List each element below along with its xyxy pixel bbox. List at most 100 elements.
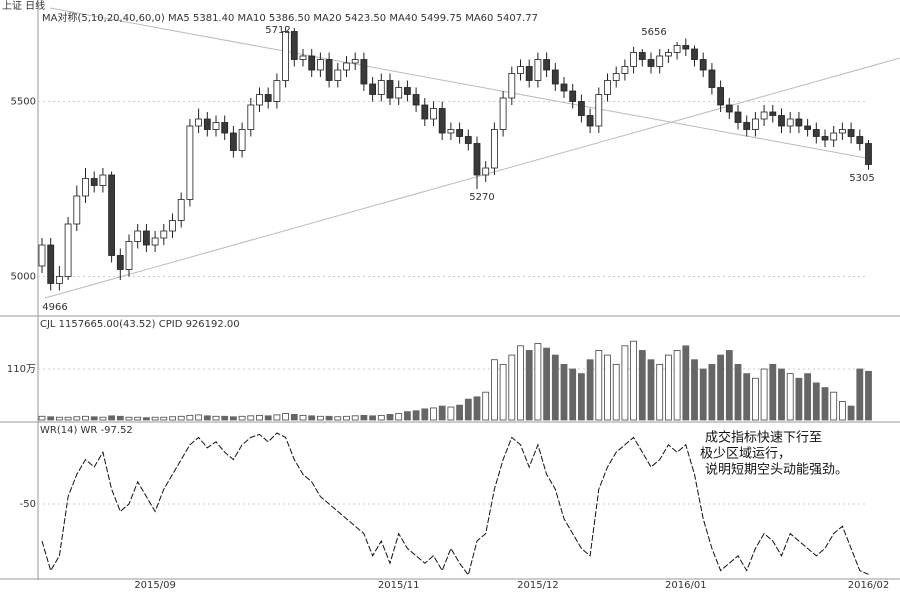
candle-body: [290, 31, 298, 60]
volume-bar: [586, 359, 594, 421]
candle-body: [682, 45, 690, 50]
volume-header: CJL 1157665.00(43.52) CPID 926192.00: [40, 319, 240, 330]
volume-bar: [665, 354, 672, 421]
volume-bar: [630, 340, 637, 421]
volume-bar: [316, 415, 324, 421]
candle-body: [116, 255, 124, 270]
volume-bar: [621, 345, 629, 421]
candle-body: [569, 90, 577, 102]
volume-bar: [551, 354, 559, 421]
candle-body: [543, 59, 550, 71]
candle-body: [595, 94, 603, 127]
volume-bar: [99, 416, 107, 421]
volume-bar: [691, 359, 698, 421]
candle-body: [551, 69, 559, 85]
volume-bar: [160, 416, 168, 421]
candle-body: [421, 104, 429, 120]
candle-body: [847, 129, 855, 137]
candle-body: [73, 195, 81, 225]
candle-body: [90, 178, 98, 186]
volume-bar: [847, 405, 855, 421]
candle-body: [334, 69, 342, 81]
volume-bar: [203, 415, 211, 421]
ma-header: MA对称(5,10,20,40,60,0) MA5 5381.40 MA10 5…: [42, 11, 538, 24]
candle-body: [769, 111, 777, 116]
volume-bar: [38, 415, 46, 421]
candle-body: [760, 111, 768, 120]
volume-bar: [752, 377, 759, 421]
volume-bar: [412, 410, 420, 421]
candle-body: [534, 59, 542, 81]
candle-body: [360, 59, 368, 85]
volume-bar: [64, 416, 72, 421]
volume-bar: [717, 354, 724, 421]
volume-bar: [360, 414, 368, 421]
note: 极少区域运行，: [700, 447, 791, 462]
volume-bar: [282, 413, 290, 421]
price-annotation: 5305: [849, 173, 874, 184]
volume-bar: [604, 354, 611, 421]
candle-body: [386, 80, 394, 99]
candle-body: [517, 66, 524, 74]
candle-body: [647, 59, 655, 67]
volume-bar: [456, 404, 464, 421]
candle-body: [151, 237, 159, 246]
volume-bar: [595, 350, 603, 421]
volume-bar: [116, 415, 124, 421]
y-tick-label: -50: [20, 499, 36, 510]
volume-bar: [82, 415, 89, 421]
y-tick-label: 110万: [7, 364, 36, 375]
candle-body: [177, 199, 185, 221]
candle-body: [229, 132, 237, 151]
candle-body: [377, 80, 385, 95]
volume-bar: [482, 391, 490, 421]
chart-header: 上证 日线: [2, 0, 45, 12]
volume-bar: [343, 415, 350, 421]
candle-body: [447, 129, 455, 134]
candle-body: [316, 59, 324, 71]
volume-bar: [839, 401, 846, 421]
volume-bar: [238, 415, 246, 421]
volume-bar: [656, 363, 664, 421]
candle-body: [203, 118, 211, 130]
candle-body: [160, 230, 168, 239]
volume-bar: [325, 415, 333, 421]
x-tick-label: 2016/02: [848, 580, 890, 591]
candle-body: [299, 55, 307, 60]
volume-bar: [821, 387, 829, 421]
candle-body: [734, 111, 742, 123]
candle-body: [108, 174, 115, 256]
candle-body: [865, 143, 872, 165]
candle-body: [343, 62, 350, 71]
candle-body: [134, 230, 142, 242]
candle-body: [351, 59, 359, 64]
volume-bar: [830, 391, 838, 421]
candle-body: [482, 167, 490, 176]
volume-bar: [786, 373, 794, 421]
candle-body: [630, 52, 637, 67]
candle-body: [195, 118, 203, 127]
candle-body: [82, 178, 89, 197]
volume-bar: [290, 414, 298, 421]
volume-bar: [438, 405, 446, 421]
volume-bar: [195, 414, 203, 421]
trend-line: [44, 57, 900, 299]
candle-body: [99, 174, 107, 186]
volume-bar: [47, 416, 55, 421]
candle-body: [604, 80, 611, 95]
x-tick-label: 2015/12: [517, 580, 559, 591]
candle-body: [830, 132, 838, 141]
candle-body: [412, 94, 420, 106]
candle-body: [804, 125, 811, 130]
candle-body: [125, 241, 133, 270]
candle-body: [456, 129, 464, 137]
volume-bar: [560, 363, 568, 421]
candle-body: [725, 104, 733, 113]
volume-bar: [73, 416, 81, 421]
x-tick-label: 2015/09: [134, 580, 176, 591]
candle-body: [699, 59, 707, 71]
volume-bar: [221, 415, 229, 421]
volume-bar: [229, 416, 237, 421]
candle-body: [169, 220, 176, 232]
volume-bar: [517, 345, 524, 421]
